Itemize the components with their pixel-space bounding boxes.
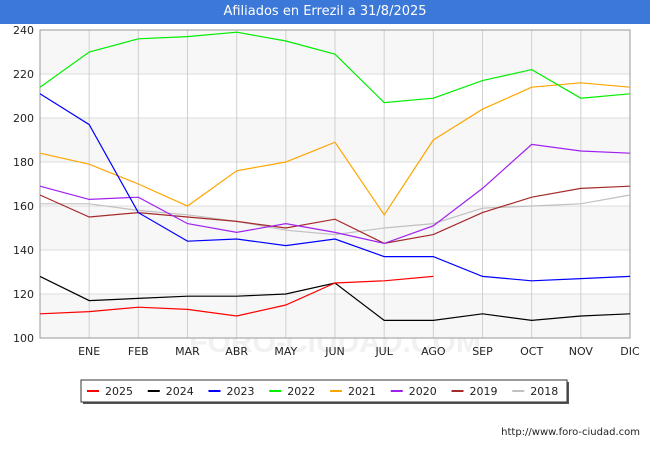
x-tick-label: JUL — [374, 345, 393, 358]
legend-label-2025: 2025 — [105, 385, 133, 398]
series-line-2025 — [39, 275, 434, 317]
legend-label-2022: 2022 — [287, 385, 315, 398]
source-credit[interactable]: http://www.foro-ciudad.com — [501, 427, 640, 438]
y-tick-label: 200 — [13, 112, 34, 125]
x-tick-label: ENE — [78, 345, 100, 358]
legend-label-2021: 2021 — [348, 385, 376, 398]
y-tick-label: 140 — [13, 244, 34, 257]
series-line-2023 — [39, 93, 631, 282]
x-tick-label: FEB — [128, 345, 149, 358]
x-tick-label: NOV — [569, 345, 594, 358]
y-tick-label: 240 — [13, 24, 34, 37]
series-line-2020 — [39, 143, 631, 245]
y-tick-label: 160 — [13, 200, 34, 213]
title-bar — [0, 0, 650, 24]
x-tick-label: OCT — [520, 345, 543, 358]
x-tick-label: SEP — [472, 345, 493, 358]
legend-label-2020: 2020 — [409, 385, 437, 398]
x-tick-label: MAR — [175, 345, 200, 358]
y-tick-label: 180 — [13, 156, 34, 169]
series-line-2022 — [39, 31, 631, 104]
legend-label-2018: 2018 — [530, 385, 558, 398]
x-tick-label: JUN — [324, 345, 345, 358]
x-tick-label: ABR — [225, 345, 248, 358]
series-line-2018 — [40, 194, 631, 236]
legend-label-2019: 2019 — [470, 385, 498, 398]
plot-frame — [39, 29, 631, 339]
x-tick-label: MAY — [274, 345, 297, 358]
legend-label-2024: 2024 — [166, 385, 194, 398]
y-tick-label: 220 — [13, 68, 34, 81]
y-tick-label: 120 — [13, 288, 34, 301]
legend-box — [80, 379, 568, 403]
y-tick-label: 100 — [13, 332, 34, 345]
series-line-2021 — [39, 82, 631, 216]
chart-title: Afiliados en Errezil a 31/8/2025 — [223, 4, 427, 19]
legend-label-2023: 2023 — [227, 385, 255, 398]
x-tick-label: DIC — [620, 345, 640, 358]
x-tick-label: AGO — [421, 345, 446, 358]
